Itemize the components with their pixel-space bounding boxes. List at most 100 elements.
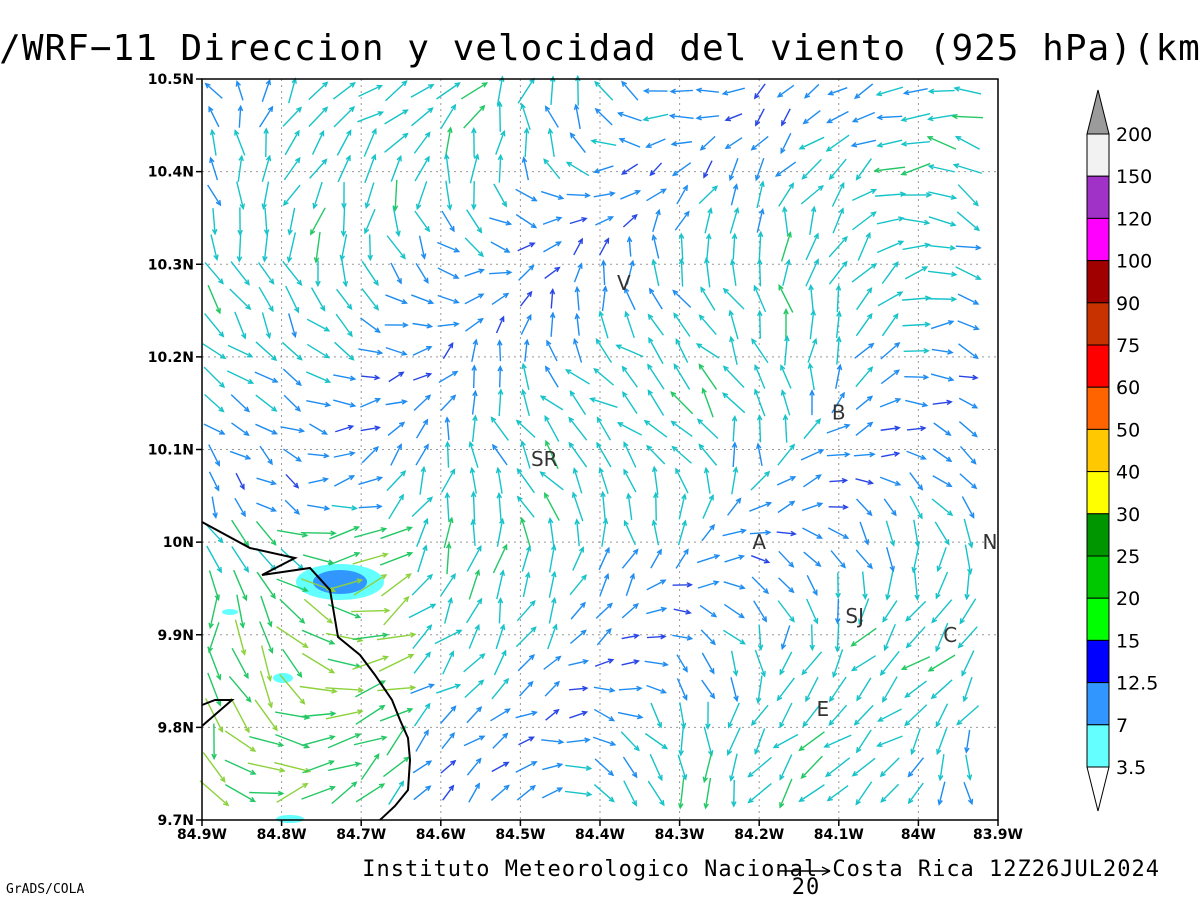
wind-vector [208, 105, 220, 128]
wind-vector [776, 677, 795, 702]
wind-vector [521, 156, 530, 181]
coastline-west [201, 699, 235, 727]
wind-vector [798, 784, 825, 803]
wind-vector [670, 391, 694, 415]
wind-vector [675, 467, 689, 494]
wind-vector [280, 426, 306, 434]
wind-vector [386, 235, 406, 260]
wind-vector [957, 320, 980, 331]
wind-vector [880, 425, 901, 432]
wind-vector [412, 760, 433, 774]
wind-vector [731, 779, 737, 808]
colorbar-segment [1086, 639, 1110, 684]
wind-vector [419, 465, 427, 495]
wind-vector [957, 293, 980, 305]
wind-vector [544, 415, 560, 442]
wind-vector [642, 88, 668, 94]
wind-vector [568, 659, 590, 666]
wind-vector [753, 600, 768, 623]
wind-vector [729, 206, 740, 234]
wind-vector [247, 762, 286, 773]
wind-vector [518, 736, 535, 746]
wind-vector [876, 139, 903, 148]
wind-vector [203, 366, 226, 389]
wind-vector [565, 764, 593, 771]
wind-vector [802, 527, 823, 539]
footer-source: Instituto Meteorologico Nacional Costa R… [362, 857, 1160, 882]
wind-vector [360, 397, 382, 408]
wind-vector [520, 313, 532, 335]
wind-vector [305, 371, 332, 383]
wind-vector [228, 675, 252, 703]
wind-vector [778, 182, 795, 207]
wind-vector [958, 421, 978, 438]
wind-vector [952, 163, 983, 174]
wind-vector [515, 419, 536, 438]
wind-vector [516, 467, 536, 494]
wind-vector [600, 259, 607, 286]
wind-vector [199, 780, 230, 807]
colorbar-label: 100 [1116, 251, 1152, 273]
wind-vector [549, 311, 556, 337]
wind-vector [437, 267, 460, 279]
wind-vector [721, 87, 745, 96]
wind-vector [286, 232, 297, 264]
wind-vector [672, 582, 694, 588]
wind-vector [518, 264, 535, 281]
wind-vector [618, 137, 641, 148]
wind-vector [854, 342, 875, 359]
wind-vector [466, 209, 483, 234]
wind-vector [885, 520, 896, 547]
colorbar-segment [1086, 217, 1110, 262]
wind-vector [703, 726, 714, 757]
wind-vector [854, 83, 874, 100]
wind-vector [340, 206, 347, 238]
wind-vector [880, 369, 901, 385]
wind-vector [325, 687, 365, 693]
wind-vector [378, 654, 415, 672]
wind-vector [850, 627, 877, 647]
wind-vector [543, 241, 562, 253]
wind-vector [803, 83, 820, 99]
wind-vector [254, 699, 278, 732]
wind-vector [569, 574, 587, 596]
wind-vector [260, 595, 273, 628]
colorbar-label: 30 [1116, 504, 1140, 526]
wind-vector [468, 782, 480, 803]
wind-vector [876, 708, 902, 722]
wind-vector [471, 126, 477, 158]
wind-vector [445, 542, 452, 575]
wind-vector [469, 153, 480, 184]
wind-vector [936, 547, 947, 573]
wind-vector [756, 414, 763, 443]
wind-vector [928, 191, 958, 200]
wind-vector [444, 491, 451, 521]
wind-vector [886, 547, 895, 573]
lat-tick-label: 10.1N [148, 443, 194, 459]
wind-vector [905, 626, 926, 649]
wind-vector [539, 395, 564, 411]
wind-vector [256, 547, 277, 571]
wind-vector [955, 244, 982, 251]
wind-vector [828, 504, 849, 510]
wind-vector [729, 335, 738, 365]
wind-vector [834, 598, 841, 625]
wind-vector [598, 237, 610, 256]
lat-tick-label: 10.4N [148, 165, 194, 181]
wind-vector [623, 441, 637, 468]
lon-tick-label: 84W [901, 827, 936, 843]
wind-vector [231, 546, 250, 573]
wind-vector [647, 780, 665, 807]
wind-vector [411, 107, 434, 127]
wind-vector [412, 322, 434, 329]
wind-vector [545, 439, 559, 470]
wind-vector [415, 729, 429, 752]
lon-tick-label: 84.1W [814, 827, 864, 843]
wind-vector [361, 260, 379, 287]
wind-vector [327, 733, 362, 749]
wind-vector [880, 341, 901, 360]
wind-vector [806, 598, 819, 625]
wind-vector [236, 181, 246, 210]
wind-vector [906, 450, 927, 460]
wind-vector [284, 499, 300, 515]
